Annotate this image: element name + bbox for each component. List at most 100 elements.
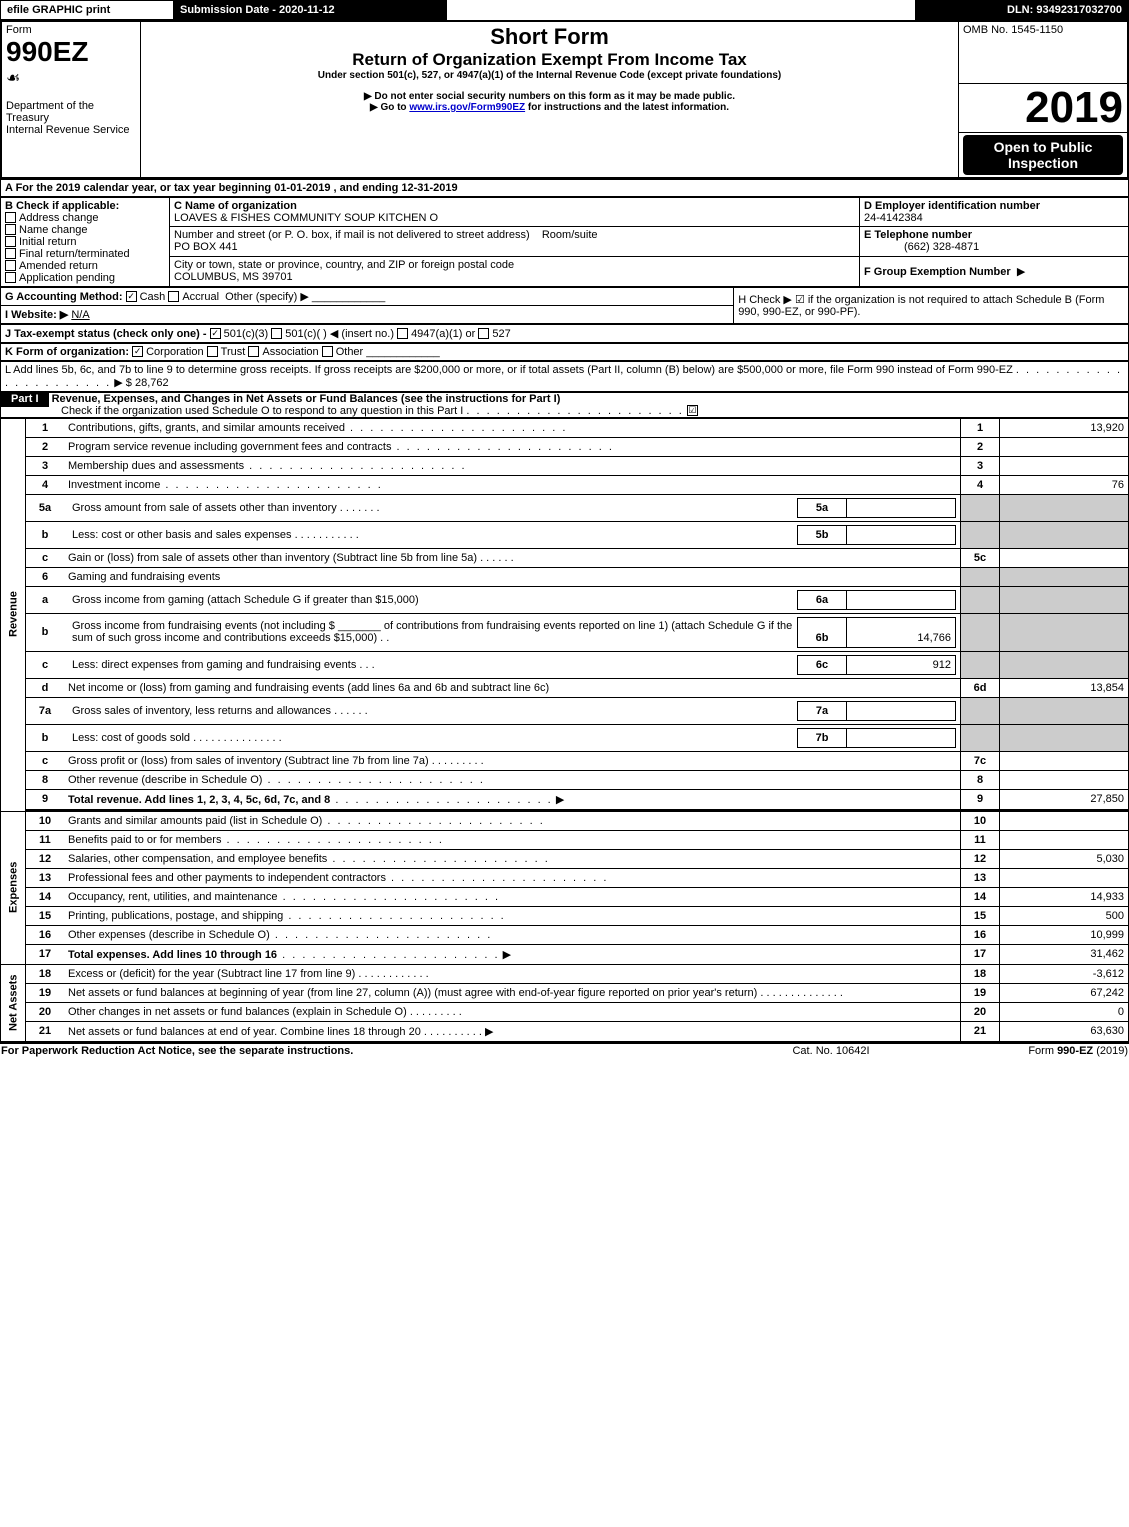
line-9-col: 9 bbox=[961, 789, 1000, 810]
line-15-val: 500 bbox=[1000, 906, 1129, 925]
line-6c-no: c bbox=[26, 651, 65, 678]
org-name: LOAVES & FISHES COMMUNITY SOUP KITCHEN O bbox=[174, 212, 438, 224]
efile-print-button[interactable]: efile GRAPHIC print bbox=[1, 1, 174, 20]
short-form-title: Short Form bbox=[145, 24, 954, 50]
opt-corp: Corporation bbox=[146, 346, 203, 358]
opt-cash: Cash bbox=[140, 291, 166, 303]
box-e-label: E Telephone number bbox=[864, 229, 972, 241]
org-city: COLUMBUS, MS 39701 bbox=[174, 271, 293, 283]
box-h-text: H Check ▶ ☑ if the organization is not r… bbox=[734, 287, 1129, 323]
line-4-desc: Investment income bbox=[68, 479, 160, 491]
org-address: PO BOX 441 bbox=[174, 241, 238, 253]
form-number: 990EZ bbox=[6, 36, 89, 67]
check-name-change[interactable] bbox=[5, 224, 16, 235]
line-10-val bbox=[1000, 811, 1129, 830]
page-footer: For Paperwork Reduction Act Notice, see … bbox=[0, 1042, 1129, 1058]
check-527[interactable] bbox=[478, 328, 489, 339]
check-501c[interactable] bbox=[271, 328, 282, 339]
line-6b-desc-a: Gross income from fundraising events (no… bbox=[72, 620, 335, 632]
check-accrual[interactable] bbox=[168, 291, 179, 302]
line-5a-subval bbox=[847, 498, 956, 517]
check-assoc[interactable] bbox=[248, 346, 259, 357]
line-7a-sub: 7a bbox=[798, 701, 847, 720]
line-5a-sub: 5a bbox=[798, 498, 847, 517]
line-6c-val-shade bbox=[1000, 651, 1129, 678]
line-20-no: 20 bbox=[26, 1002, 65, 1021]
line-11-val bbox=[1000, 830, 1129, 849]
check-501c3[interactable]: ✓ bbox=[210, 328, 221, 339]
line-14-col: 14 bbox=[961, 887, 1000, 906]
check-4947[interactable] bbox=[397, 328, 408, 339]
omb-number: OMB No. 1545-1150 bbox=[963, 24, 1123, 36]
line-2-col: 2 bbox=[961, 437, 1000, 456]
goto-instruction: ▶ Go to www.irs.gov/Form990EZ for instru… bbox=[145, 102, 954, 113]
tax-year: 2019 bbox=[963, 86, 1123, 130]
line-12-val: 5,030 bbox=[1000, 849, 1129, 868]
opt-other-method: Other (specify) ▶ bbox=[225, 291, 309, 303]
line-7c-desc: Gross profit or (loss) from sales of inv… bbox=[68, 755, 429, 767]
line-21-no: 21 bbox=[26, 1021, 65, 1041]
irs-link[interactable]: www.irs.gov/Form990EZ bbox=[409, 102, 525, 113]
line-21-desc: Net assets or fund balances at end of ye… bbox=[68, 1026, 421, 1038]
check-corp[interactable]: ✓ bbox=[132, 346, 143, 357]
line-3-val bbox=[1000, 456, 1129, 475]
line-1-desc: Contributions, gifts, grants, and simila… bbox=[68, 422, 345, 434]
addr-label: Number and street (or P. O. box, if mail… bbox=[174, 229, 530, 241]
gross-receipts-value: 28,762 bbox=[135, 377, 169, 389]
line-6b-sub: 6b bbox=[798, 617, 847, 647]
line-19-no: 19 bbox=[26, 983, 65, 1002]
line-1-no: 1 bbox=[26, 418, 65, 437]
box-f-label: F Group Exemption Number bbox=[864, 266, 1011, 278]
footer-mid: Cat. No. 10642I bbox=[748, 1043, 915, 1058]
line-10-no: 10 bbox=[26, 811, 65, 830]
part1-header: Part I Revenue, Expenses, and Changes in… bbox=[0, 392, 1129, 418]
box-f-arrow: ▶ bbox=[1017, 266, 1025, 278]
box-d-label: D Employer identification number bbox=[864, 200, 1040, 212]
line-20-col: 20 bbox=[961, 1002, 1000, 1021]
line-7b-sub: 7b bbox=[798, 728, 847, 747]
line-6d-desc: Net income or (loss) from gaming and fun… bbox=[64, 678, 961, 697]
tax-year-line: A For the 2019 calendar year, or tax yea… bbox=[1, 179, 1129, 196]
k-block: K Form of organization: ✓Corporation Tru… bbox=[0, 343, 1129, 361]
l-block: L Add lines 5b, 6c, and 7b to line 9 to … bbox=[0, 361, 1129, 392]
open-public-badge: Open to Public Inspection bbox=[963, 135, 1123, 175]
line-7a-subval bbox=[847, 701, 956, 720]
expenses-side-label: Expenses bbox=[1, 811, 26, 964]
check-initial-return[interactable] bbox=[5, 236, 16, 247]
check-cash[interactable]: ✓ bbox=[126, 291, 137, 302]
line-14-val: 14,933 bbox=[1000, 887, 1129, 906]
line-2-val bbox=[1000, 437, 1129, 456]
footer-left: For Paperwork Reduction Act Notice, see … bbox=[0, 1043, 748, 1058]
check-address-change[interactable] bbox=[5, 212, 16, 223]
box-g-label: G Accounting Method: bbox=[5, 291, 123, 303]
line-7a-val-shade bbox=[1000, 697, 1129, 724]
part1-schedule-o-check[interactable]: ☑ bbox=[687, 405, 698, 416]
line-6d-col: 6d bbox=[961, 678, 1000, 697]
line-15-no: 15 bbox=[26, 906, 65, 925]
check-final-return[interactable] bbox=[5, 248, 16, 259]
line-5b-col-shade bbox=[961, 521, 1000, 548]
form-word: Form bbox=[6, 24, 32, 36]
line-7a-desc: Gross sales of inventory, less returns a… bbox=[72, 705, 331, 717]
submission-date-button[interactable]: Submission Date - 2020-11-12 bbox=[174, 1, 447, 20]
check-other-org[interactable] bbox=[322, 346, 333, 357]
line-5c-col: 5c bbox=[961, 548, 1000, 567]
line-6-desc: Gaming and fundraising events bbox=[64, 567, 961, 586]
line-7c-col: 7c bbox=[961, 751, 1000, 770]
line-6a-sub: 6a bbox=[798, 590, 847, 609]
entity-block: B Check if applicable: Address change Na… bbox=[0, 197, 1129, 287]
check-trust[interactable] bbox=[207, 346, 218, 357]
line-20-val: 0 bbox=[1000, 1002, 1129, 1021]
box-b-label: B Check if applicable: bbox=[5, 200, 119, 212]
line-13-val bbox=[1000, 868, 1129, 887]
check-amended-return[interactable] bbox=[5, 260, 16, 271]
line-7a-col-shade bbox=[961, 697, 1000, 724]
dept-label: Department of the Treasury bbox=[6, 100, 94, 124]
line-17-desc: Total expenses. Add lines 10 through 16 bbox=[68, 949, 277, 961]
line-5c-val bbox=[1000, 548, 1129, 567]
netassets-side-label: Net Assets bbox=[1, 964, 26, 1041]
check-application-pending[interactable] bbox=[5, 272, 16, 283]
line-10-col: 10 bbox=[961, 811, 1000, 830]
line-7b-no: b bbox=[26, 724, 65, 751]
line-6d-no: d bbox=[26, 678, 65, 697]
